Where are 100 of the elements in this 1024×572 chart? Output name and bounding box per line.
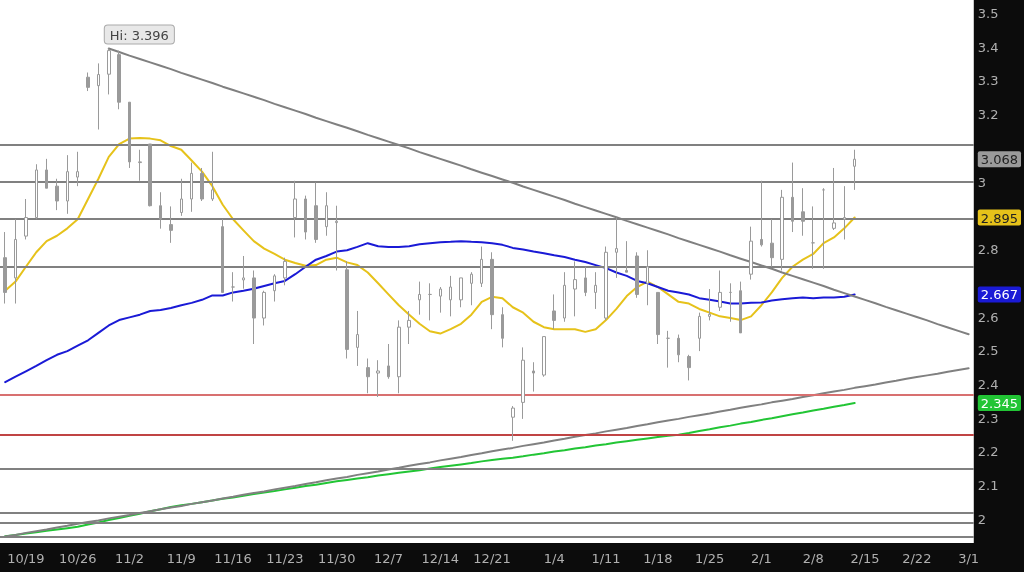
x-tick-label: 12/21 bbox=[473, 551, 511, 566]
x-tick-label: 2/1 bbox=[750, 551, 772, 566]
candlestick bbox=[242, 255, 245, 290]
candlestick bbox=[252, 269, 256, 345]
candlestick bbox=[138, 149, 142, 182]
candlestick bbox=[407, 310, 411, 345]
candlestick bbox=[511, 405, 515, 442]
candlestick bbox=[397, 319, 401, 394]
candlestick bbox=[646, 249, 649, 306]
y-tick-label: 2.5 bbox=[977, 343, 999, 359]
candlestick bbox=[490, 251, 494, 330]
candlestick bbox=[14, 218, 17, 305]
candlestick bbox=[273, 273, 276, 303]
candlestick bbox=[76, 151, 79, 187]
candlestick bbox=[3, 231, 7, 305]
candlestick bbox=[770, 218, 774, 268]
candlestick bbox=[635, 251, 639, 299]
candlestick bbox=[739, 281, 742, 334]
candlestick bbox=[760, 180, 763, 248]
candlestick bbox=[729, 282, 732, 323]
candlestick bbox=[656, 291, 660, 345]
line-series bbox=[4, 367, 970, 538]
candlestick bbox=[200, 167, 204, 202]
candlestick bbox=[356, 310, 359, 367]
candlestick bbox=[418, 281, 421, 316]
candlestick bbox=[128, 101, 131, 169]
candlestick bbox=[211, 151, 214, 202]
candlestick bbox=[24, 198, 28, 240]
candlestick bbox=[335, 205, 338, 271]
candlestick bbox=[687, 354, 691, 381]
line-series bbox=[4, 136, 856, 335]
candlestick bbox=[604, 246, 608, 321]
y-tick-label: 3.2 bbox=[977, 107, 999, 123]
x-tick-label: 2/15 bbox=[850, 551, 880, 566]
candlestick bbox=[625, 240, 628, 273]
candlestick bbox=[169, 205, 173, 244]
x-tick-label: 12/7 bbox=[373, 551, 404, 566]
candlestick bbox=[532, 361, 535, 393]
candlestick bbox=[148, 143, 152, 207]
y-tick-label: 2 bbox=[977, 511, 987, 527]
y-tick-label: 3.3 bbox=[977, 73, 999, 89]
x-tick-label: 1/11 bbox=[591, 551, 621, 566]
candlestick bbox=[501, 306, 504, 348]
candlestick bbox=[66, 154, 69, 215]
candlestick bbox=[470, 271, 473, 306]
x-tick-label: 1/4 bbox=[543, 551, 565, 566]
candlestick bbox=[117, 50, 121, 110]
candlestick bbox=[107, 48, 111, 95]
line-series bbox=[4, 402, 856, 538]
candlestick bbox=[428, 282, 432, 321]
candlestick bbox=[698, 312, 701, 352]
candlestick bbox=[314, 181, 318, 244]
y-tick-label: 2.4 bbox=[977, 376, 999, 392]
y-tick-label: 2.2 bbox=[977, 444, 999, 460]
candlestick bbox=[801, 187, 805, 237]
candlestick bbox=[542, 336, 546, 378]
candlestick bbox=[387, 343, 390, 380]
candlestick bbox=[615, 217, 618, 279]
x-tick-label: 2/8 bbox=[802, 551, 824, 566]
x-tick-label: 11/2 bbox=[114, 551, 145, 566]
candlestick bbox=[811, 205, 815, 270]
y-tick-label: 3.4 bbox=[977, 39, 999, 55]
candlestick bbox=[832, 167, 836, 231]
candlestick bbox=[594, 271, 597, 310]
y-tick-label: 3.068 bbox=[980, 152, 1018, 168]
y-tick-label: 2.3 bbox=[977, 410, 999, 426]
line-series bbox=[4, 240, 856, 384]
x-tick-label: 1/25 bbox=[695, 551, 725, 566]
candlestick bbox=[552, 293, 556, 330]
annotation: Hi: 3.396 bbox=[109, 27, 169, 43]
y-tick-label: 3.5 bbox=[977, 5, 999, 21]
candlestick bbox=[97, 62, 100, 131]
candlestick bbox=[221, 218, 224, 293]
candlestick bbox=[749, 226, 753, 281]
candlestick bbox=[231, 271, 235, 303]
candlestick bbox=[718, 269, 722, 312]
candlestick bbox=[262, 290, 266, 326]
candlestick bbox=[366, 358, 370, 394]
candlestick bbox=[376, 359, 380, 398]
candlestick bbox=[449, 275, 452, 317]
x-tick-label: 11/23 bbox=[266, 551, 304, 566]
candlestick bbox=[563, 271, 566, 323]
candlestick bbox=[843, 185, 846, 240]
x-tick-label: 10/19 bbox=[7, 551, 45, 566]
x-tick-label: 1/18 bbox=[643, 551, 673, 566]
candlestick bbox=[584, 266, 587, 297]
y-tick-label: 2.345 bbox=[980, 396, 1018, 412]
y-tick-label: 2.895 bbox=[980, 210, 1018, 226]
x-tick-label: 2/22 bbox=[902, 551, 932, 566]
candlestick bbox=[822, 187, 825, 270]
y-tick-label: 2.6 bbox=[977, 309, 999, 325]
candlestick bbox=[853, 149, 856, 191]
candlestick bbox=[573, 260, 577, 317]
x-tick-label: 11/30 bbox=[317, 551, 356, 566]
candlestick bbox=[708, 288, 711, 321]
candlestick bbox=[459, 277, 463, 308]
candlestick bbox=[180, 178, 183, 217]
x-tick-label: 10/26 bbox=[58, 551, 97, 566]
candlestick bbox=[439, 286, 442, 314]
candlestick bbox=[345, 260, 349, 360]
